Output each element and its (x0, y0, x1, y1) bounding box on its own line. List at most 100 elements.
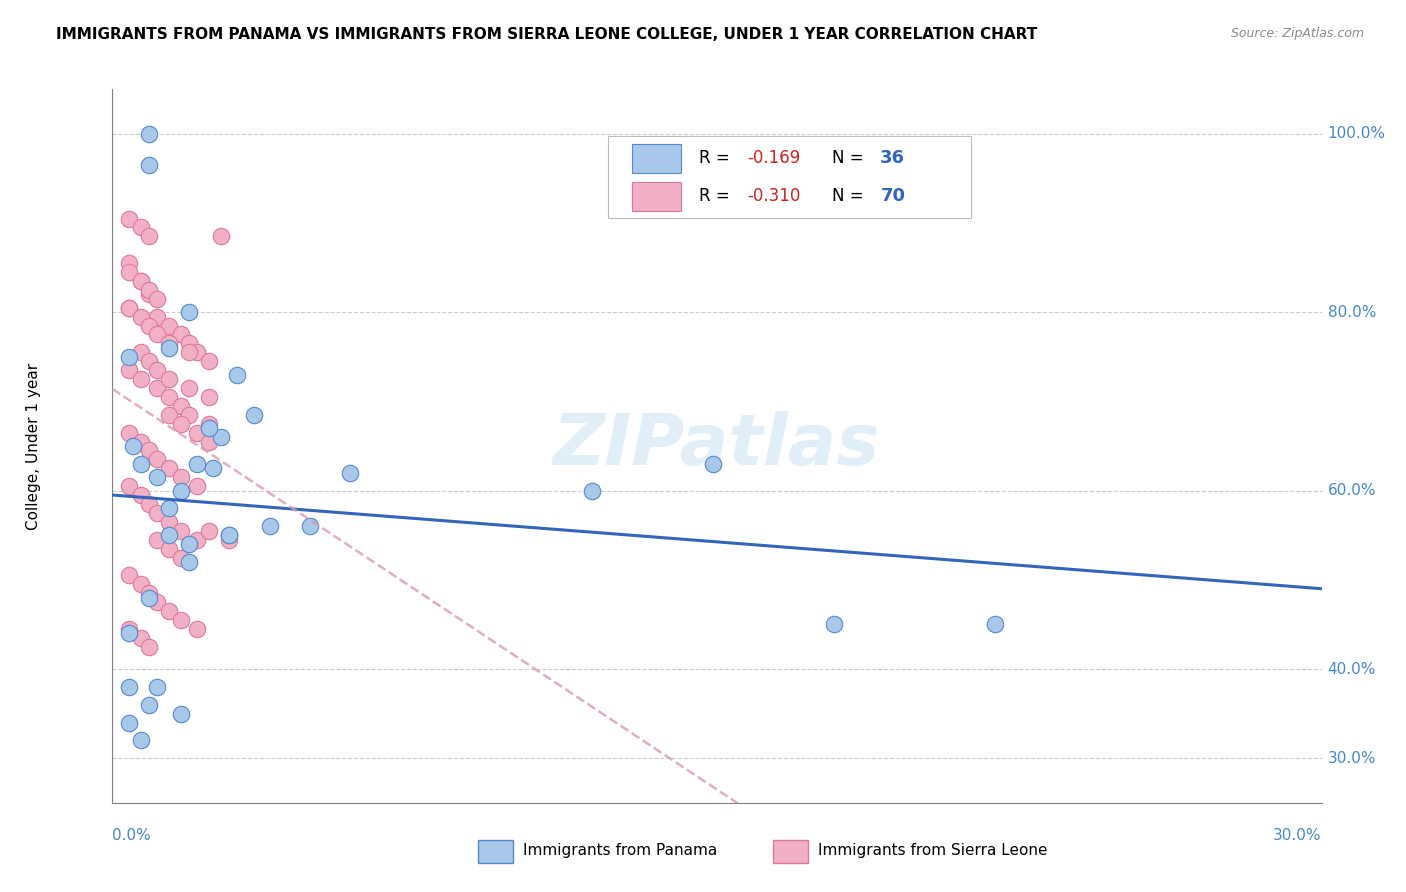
Point (177, 408, 200, 422)
Point (146, 533, 169, 547)
Point (138, 127, 160, 141)
Point (117, 301, 139, 315)
Text: Immigrants from Sierra Leone: Immigrants from Sierra Leone (818, 844, 1047, 858)
Point (129, 631, 152, 645)
Point (117, 568, 139, 582)
Text: -0.310: -0.310 (748, 187, 800, 205)
Point (170, 417, 193, 431)
Point (157, 501, 180, 516)
Point (242, 408, 264, 422)
Point (581, 483, 603, 498)
Point (157, 390, 180, 404)
Point (209, 430, 232, 444)
FancyBboxPatch shape (609, 136, 972, 218)
Point (138, 640, 160, 654)
Point (146, 506, 169, 520)
Text: R =: R = (699, 150, 735, 168)
Point (121, 439, 143, 453)
Point (198, 524, 221, 538)
Point (117, 301, 139, 315)
Text: 60.0%: 60.0% (1327, 483, 1376, 498)
Point (177, 336, 200, 351)
Point (198, 390, 221, 404)
Point (146, 363, 169, 377)
Point (339, 466, 361, 480)
Point (186, 479, 208, 493)
Text: 80.0%: 80.0% (1327, 305, 1376, 319)
Point (129, 274, 152, 288)
Point (298, 519, 321, 533)
FancyBboxPatch shape (633, 145, 681, 173)
Point (129, 310, 152, 324)
Point (129, 220, 152, 235)
Point (138, 591, 160, 605)
Point (157, 318, 180, 333)
Point (177, 555, 200, 569)
Point (170, 613, 193, 627)
FancyBboxPatch shape (633, 182, 681, 211)
Text: 40.0%: 40.0% (1327, 662, 1376, 676)
Point (138, 443, 160, 458)
Point (226, 368, 249, 382)
Point (157, 372, 180, 386)
Point (117, 256, 139, 270)
Text: 30.0%: 30.0% (1274, 828, 1322, 843)
Point (170, 483, 193, 498)
Point (157, 461, 180, 475)
Point (157, 541, 180, 556)
Text: 36: 36 (880, 150, 905, 168)
Point (117, 350, 139, 364)
Point (146, 595, 169, 609)
Point (186, 345, 208, 359)
Point (177, 345, 200, 359)
Point (117, 626, 139, 640)
Text: ZIPatlas: ZIPatlas (554, 411, 880, 481)
Point (146, 470, 169, 484)
Point (146, 381, 169, 395)
Point (117, 211, 139, 226)
Point (157, 341, 180, 355)
Point (117, 622, 139, 636)
Point (138, 586, 160, 600)
Point (117, 715, 139, 730)
Point (138, 287, 160, 301)
Point (129, 488, 152, 502)
Point (129, 577, 152, 591)
Point (117, 363, 139, 377)
Point (138, 497, 160, 511)
Point (202, 461, 225, 475)
Point (157, 336, 180, 351)
Point (117, 680, 139, 694)
Point (170, 706, 193, 721)
Point (117, 425, 139, 440)
Point (170, 524, 193, 538)
Point (146, 680, 169, 694)
Text: N =: N = (832, 150, 869, 168)
Point (177, 537, 200, 551)
Point (157, 528, 180, 542)
Text: Immigrants from Panama: Immigrants from Panama (523, 844, 717, 858)
Point (129, 274, 152, 288)
Text: IMMIGRANTS FROM PANAMA VS IMMIGRANTS FROM SIERRA LEONE COLLEGE, UNDER 1 YEAR COR: IMMIGRANTS FROM PANAMA VS IMMIGRANTS FRO… (56, 27, 1038, 42)
Point (984, 617, 1007, 632)
Point (186, 425, 208, 440)
Text: 0.0%: 0.0% (112, 828, 152, 843)
Text: Source: ZipAtlas.com: Source: ZipAtlas.com (1230, 27, 1364, 40)
Point (146, 327, 169, 342)
Point (218, 533, 240, 547)
Point (170, 399, 193, 413)
Point (186, 533, 208, 547)
Point (157, 408, 180, 422)
Point (138, 354, 160, 368)
Point (129, 733, 152, 747)
Point (138, 158, 160, 172)
Point (138, 318, 160, 333)
Point (138, 229, 160, 244)
Text: R =: R = (699, 187, 735, 205)
Point (823, 617, 845, 632)
Point (129, 434, 152, 449)
Point (218, 528, 240, 542)
Point (259, 519, 281, 533)
Text: -0.169: -0.169 (748, 150, 800, 168)
Point (157, 515, 180, 529)
